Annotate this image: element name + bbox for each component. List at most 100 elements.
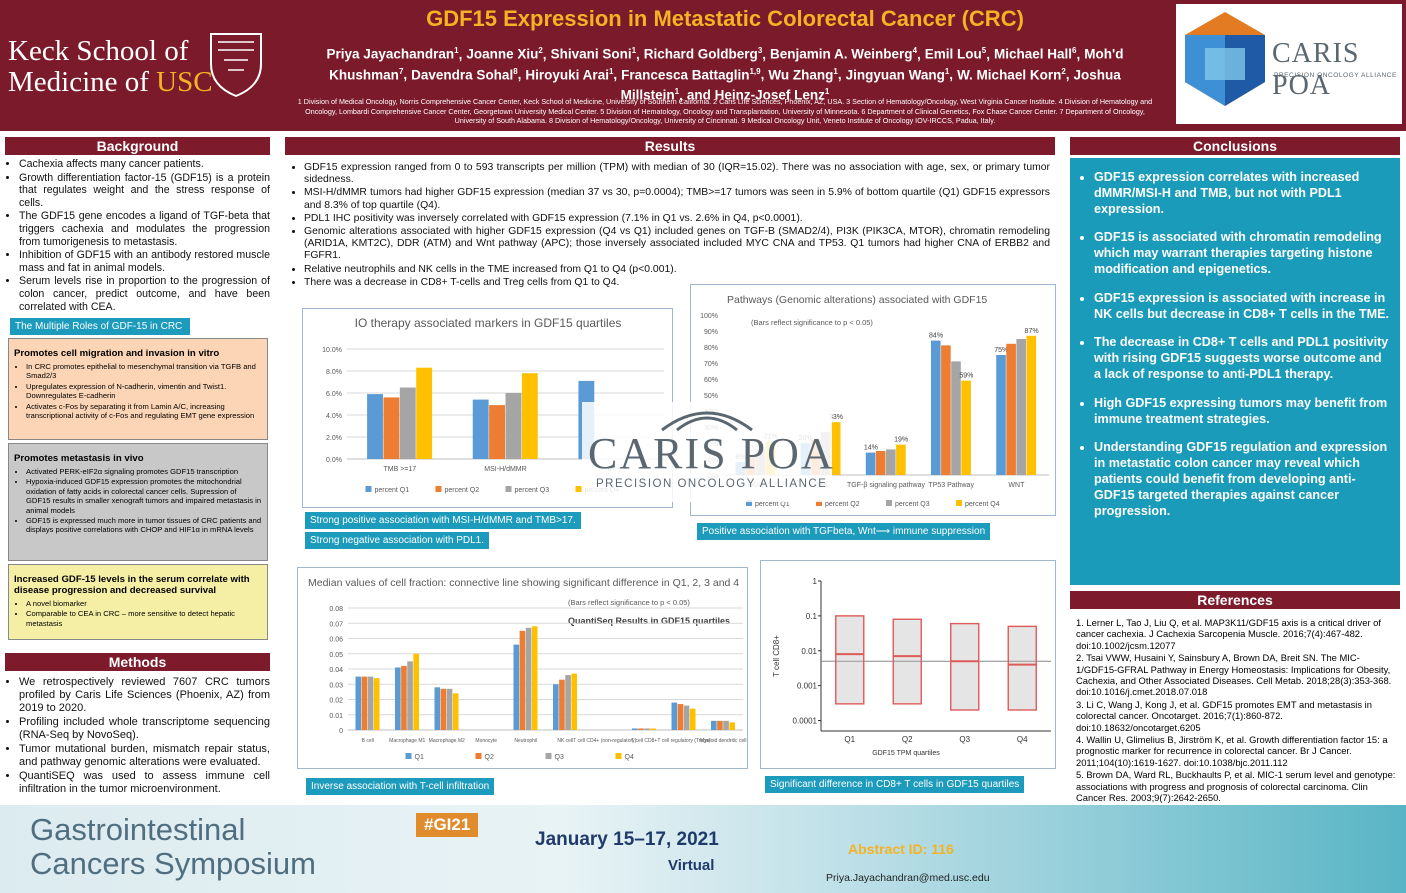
x-tick-label: T cell CD4+ (non-regulatory) [573,738,636,744]
results-item: MSI-H/dMMR tumors had higher GDF15 expre… [304,187,1050,211]
mode: Virtual [668,857,715,874]
bar [525,627,532,730]
y-tick-label: 90% [704,329,718,336]
bar [632,728,638,730]
y-tick-label: 0.1 [806,612,818,621]
author-name: Benjamin A. Weinberg [770,46,913,62]
role-item: Hypoxia-induced GDF15 expression promote… [26,477,262,515]
email: Priya.Jayachandran@med.usc.edu [826,872,990,884]
role-item: Activated PERK-eIF2α signaling promotes … [26,467,262,476]
y-tick-label: 70% [704,361,718,368]
x-tick-label: T cell CD8+ [631,738,657,744]
reference: 4. Wallin U, Glimelius B, Jirström K, et… [1076,734,1388,768]
author-separator: , [1065,67,1070,82]
y-tick-label: 8.0% [326,369,342,376]
results-item: Relative neutrophils and NK cells in the… [304,264,1050,276]
author-separator: , [917,46,921,62]
chart-caption: Strong positive association with MSI-H/d… [305,512,581,529]
results-list: GDF15 expression ranged from 0 to 593 tr… [290,162,1050,290]
author-separator: , [837,67,842,82]
watermark-arcs [661,411,753,432]
x-tick-label: Q2 [902,735,913,744]
value-label: 87% [1025,328,1039,335]
bar [355,676,362,730]
results-item: Genomic alterations associated with high… [304,226,1050,263]
author-affiliation: 1 [631,46,637,55]
reference: 3. Li C, Wang J, Kong J, et al. GDF15 pr… [1076,698,1372,733]
legend-swatch [475,753,482,759]
bar [521,373,538,459]
bar [671,702,678,730]
bar [1006,343,1016,475]
legend-swatch [545,753,552,759]
bar [489,405,505,459]
y-tick-label: 0.04 [329,667,343,674]
author-affiliation: 1 [674,87,680,96]
legend-swatch [365,486,372,492]
author-affiliation: 3 [757,46,763,55]
methods-item: QuantiSEQ was used to assess immune cell… [19,770,270,796]
bar [505,393,522,459]
x-tick-label: Q4 [1017,735,1028,744]
author-affiliation: 2 [1061,66,1066,76]
footer: Gastrointestinal Cancers Symposium #GI21… [0,805,1406,893]
bar [383,397,400,459]
role-heading: Promotes cell migration and invasion in … [14,348,220,359]
author-name: Richard Goldberg [643,46,758,62]
watermark: CARIS POA PRECISION ONCOLOGY ALLIANCE [582,402,835,502]
y-tick-label: 0.06 [329,637,343,644]
bar [951,361,961,475]
author-separator: , [403,67,408,82]
role-item: Comparable to CEA in CRC – more sensitiv… [26,609,262,628]
chart-caption: Positive association with TGFbeta, Wnt⟶ … [697,523,991,540]
role-heading: Increased GDF-15 levels in the serum cor… [14,574,250,596]
bar [865,452,876,475]
background-item: The GDF15 gene encodes a ligand of TGF-b… [19,210,270,248]
header: Keck School of Medicine of USC GDF15 Exp… [0,0,1406,131]
legend-label: Q2 [485,754,494,761]
legend-swatch [956,500,962,506]
section-title: Conclusions [1070,137,1400,155]
chart-frame: Pathways (Genomic alterations) associate… [690,284,1056,516]
bar [395,667,401,730]
bar [553,684,559,730]
conclusion-item: Understanding GDF15 regulation and expre… [1094,440,1390,519]
bar [446,688,453,730]
box [1007,625,1037,711]
roles-title: The Multiple Roles of GDF-15 in CRC [10,318,190,335]
watermark-name: CARIS POA [588,429,835,478]
role-list: Activated PERK-eIF2α signaling promotes … [14,467,262,535]
affiliations: 1 Division of Medical Oncology, Norris C… [297,97,1153,125]
background-list: Cachexia affects many cancer patients.Gr… [5,158,270,314]
reference: 2. Tsai VWW, Husaini Y, Sainsbury A, Bro… [1076,652,1392,698]
role-box: Promotes metastasis in vivo Activated PER… [8,443,268,561]
x-tick-label: Q3 [959,735,970,744]
bar [519,630,526,730]
bar [689,708,696,730]
role-list: In CRC promotes epithelial to mesenchyma… [14,362,262,420]
x-tick-label: WNT [1008,482,1025,489]
results-item: GDF15 expression ranged from 0 to 593 tr… [304,162,1050,186]
bar [440,688,447,730]
author-separator: , [762,46,767,62]
box [835,615,865,705]
author-name: Michael Hall [994,46,1073,62]
institution: Keck School of Medicine of USC [8,36,213,98]
bar [650,728,656,730]
chart-note: (Bars reflect significance to p < 0.05) [568,598,690,607]
x-tick-label: TMB >=17 [383,466,416,473]
bar [401,665,407,730]
role-item: Activates c-Fos by separating it from La… [26,402,262,421]
y-tick-label: 0.07 [329,621,343,628]
chart: 1 0.1 0.01 0.001 0.0001 T cell CD8+ GDF15 TPM … [772,577,1051,757]
reference: 5. Brown DA, Ward RL, Buckhaults P, et a… [1076,769,1396,804]
chart-title: IO therapy associated markers in GDF15 q… [355,316,622,330]
institution-text: Medicine of [8,66,149,98]
author-separator: , [986,46,990,62]
author-separator: , [949,67,954,82]
author-name: Wu Zhang [768,67,834,82]
background-item: Cachexia affects many cancer patients. [19,158,270,171]
author-name: Hiroyuki Arai [525,67,609,82]
author-affiliation: 1 [833,66,838,76]
conclusions-list: GDF15 expression correlates with increas… [1080,170,1390,519]
